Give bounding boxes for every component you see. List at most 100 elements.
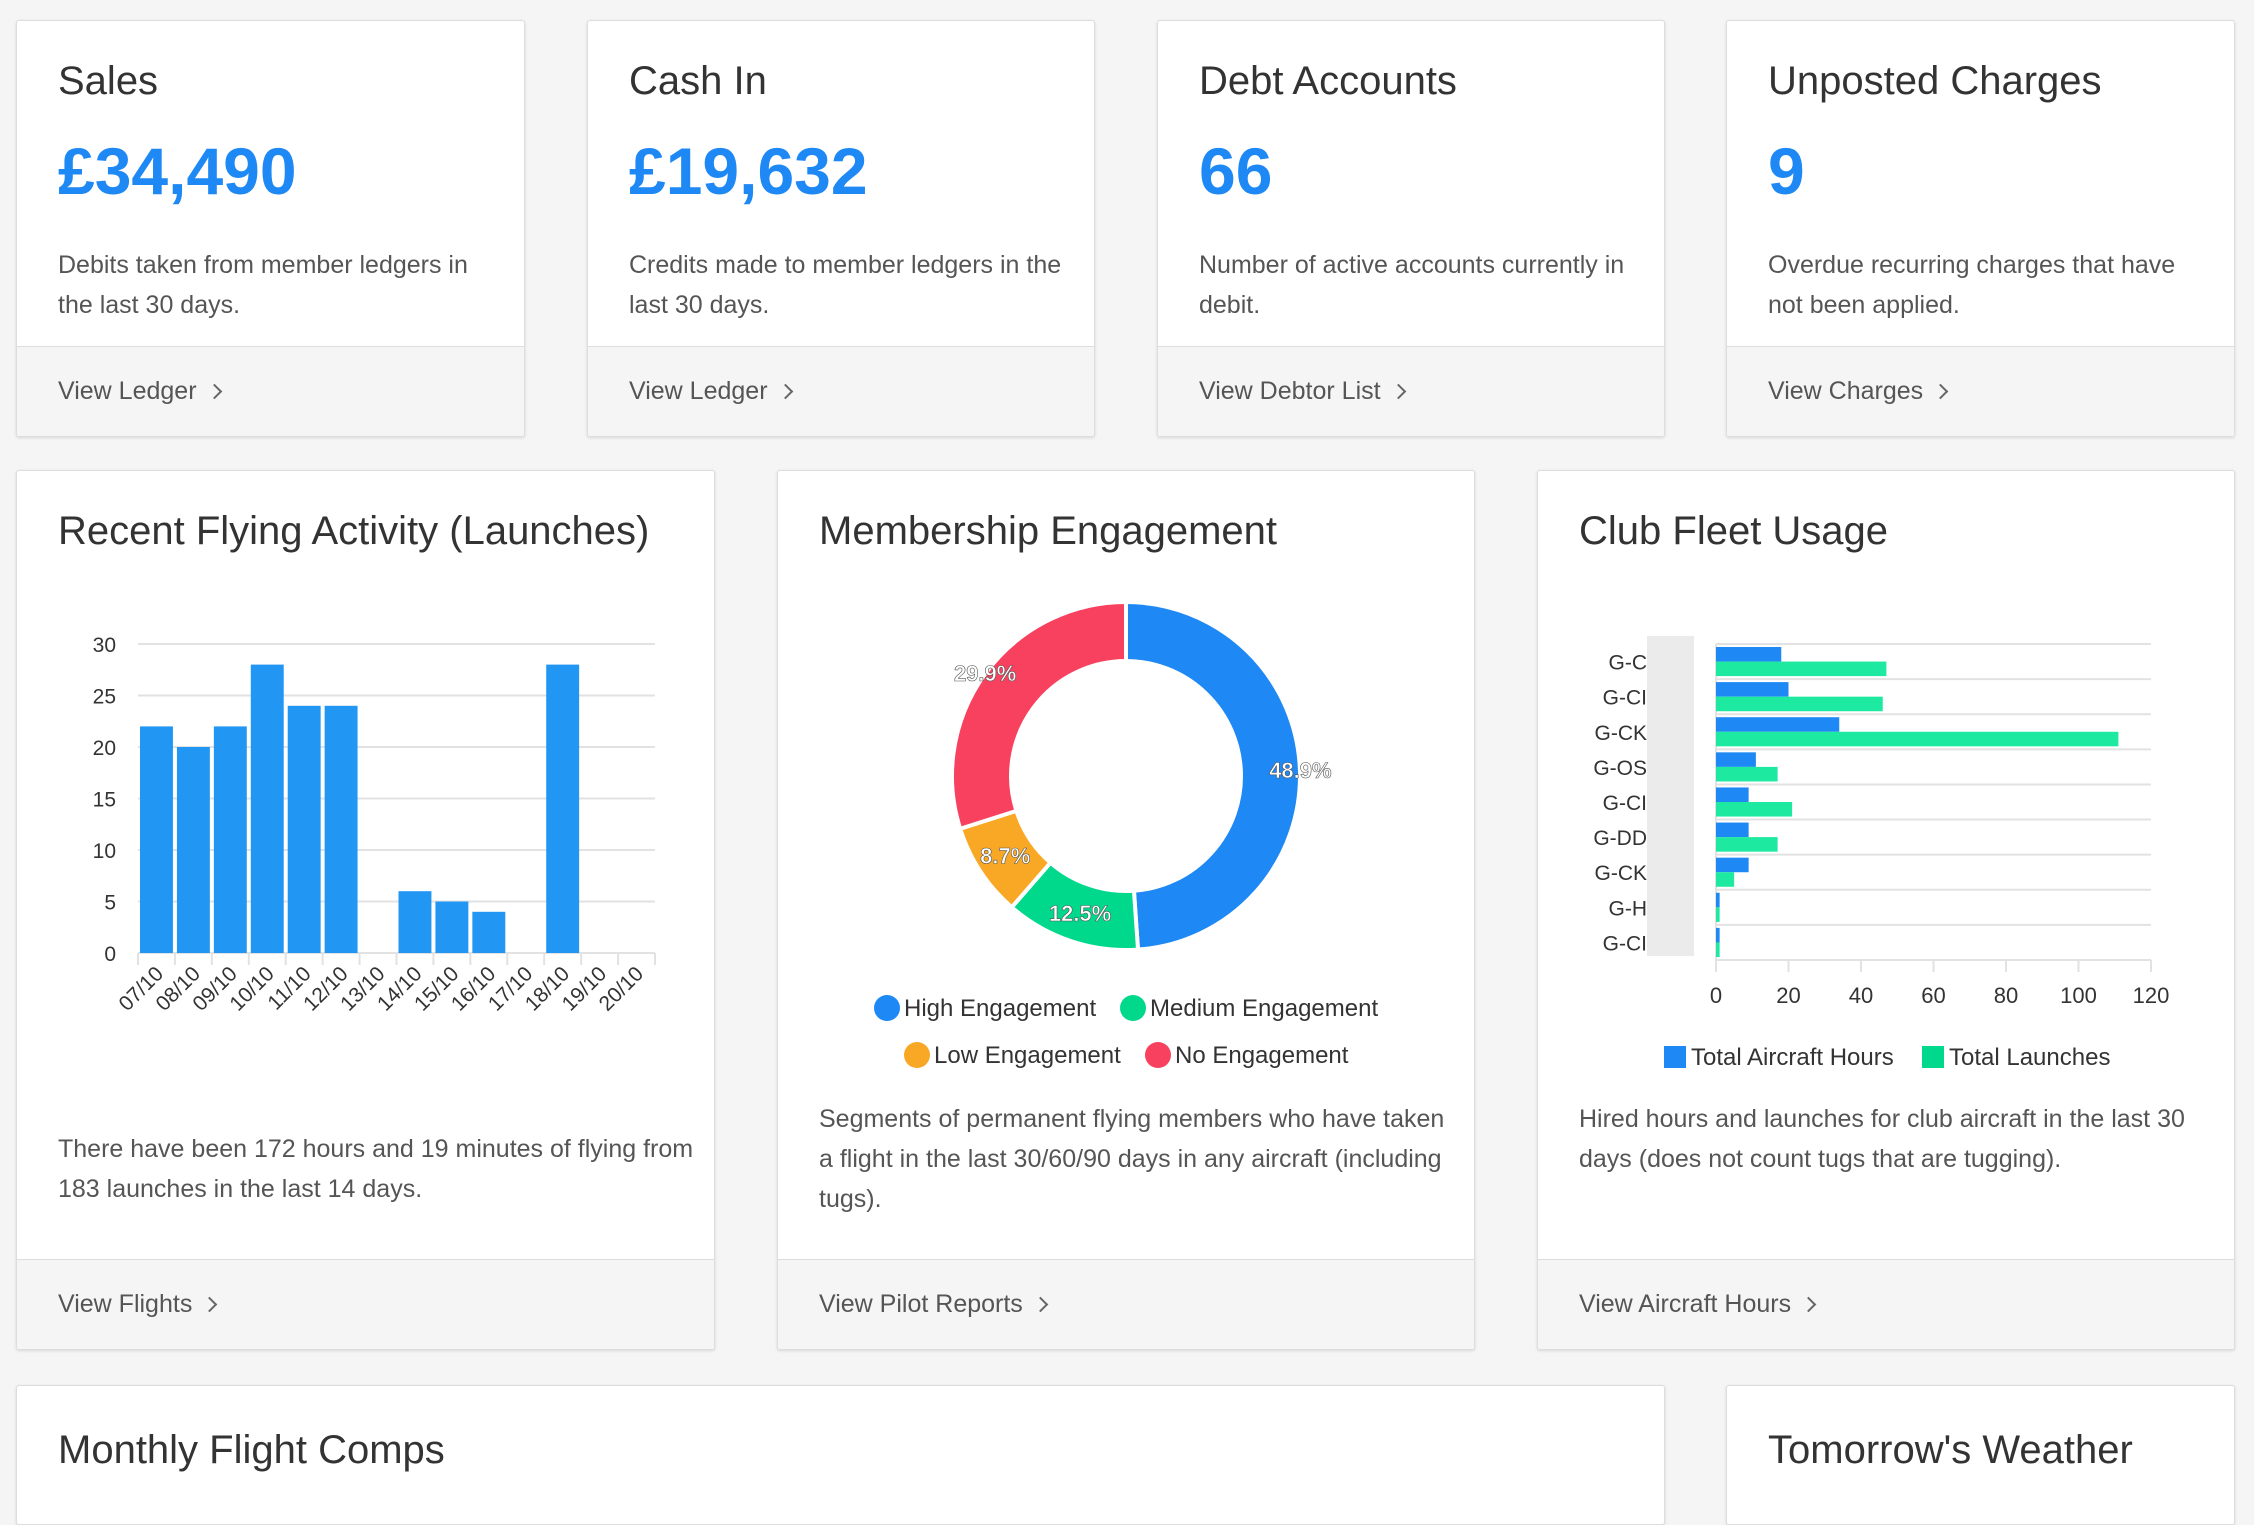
- x-tick-label: 100: [2060, 983, 2097, 1008]
- legend-total-aircraft-hours[interactable]: Total Aircraft Hours: [1664, 1044, 1894, 1072]
- x-tick-label: 40: [1849, 983, 1873, 1008]
- bar-hours: [1716, 927, 1720, 943]
- donut-segment: [1124, 599, 1303, 952]
- card-title: Monthly Flight Comps: [58, 1428, 445, 1472]
- bar: [176, 747, 210, 953]
- chevron-right-icon: [202, 1296, 218, 1313]
- legend-swatch: [1664, 1046, 1686, 1068]
- stat-desc: Credits made to member ledgers in the la…: [629, 251, 1062, 319]
- chevron-right-icon: [777, 383, 793, 400]
- fleet-usage-bar-chart: 0 20 40 60 80 100 120 G-C G-CI G-CK G-OS G-CI G-DD G-…: [1593, 636, 2170, 1008]
- legend-low-engagement[interactable]: Low Engagement: [904, 1042, 1121, 1070]
- stat-card-debt-accounts: Debt Accounts 66 Number of active accoun…: [1157, 20, 1665, 437]
- stat-value: £34,490: [58, 134, 297, 208]
- link-label: View Debtor List: [1199, 377, 1381, 405]
- bar-hours: [1716, 682, 1789, 697]
- bar-launches: [1716, 837, 1778, 852]
- legend-swatch: [874, 995, 900, 1021]
- bar-hours: [1716, 647, 1782, 662]
- bar: [213, 726, 247, 953]
- bar-launches: [1716, 872, 1735, 887]
- stat-desc: Overdue recurring charges that have not …: [1768, 251, 2176, 319]
- legend-total-launches[interactable]: Total Launches: [1922, 1044, 2110, 1072]
- y-tick-label: G-DD: [1593, 827, 1647, 850]
- view-ledger-link[interactable]: View Ledger: [588, 346, 1094, 436]
- link-label: View Pilot Reports: [819, 1290, 1023, 1318]
- engagement-description: Segments of permanent flying members who…: [819, 1105, 1445, 1213]
- x-tick-label: 120: [2133, 983, 2170, 1008]
- fleet-description: Hired hours and launches for club aircra…: [1579, 1105, 2185, 1173]
- legend-high-engagement[interactable]: High Engagement: [874, 995, 1096, 1023]
- x-tick-label: 60: [1921, 983, 1945, 1008]
- card-title: Tomorrow's Weather: [1768, 1428, 2133, 1472]
- bar: [324, 705, 358, 953]
- legend-swatch: [1120, 995, 1146, 1021]
- segment-label: 48.9%: [1269, 758, 1331, 783]
- bar-hours: [1716, 892, 1720, 908]
- y-tick-label: G-C: [1609, 652, 1648, 675]
- bar-launches: [1716, 802, 1793, 817]
- y-tick-label: G-OS: [1593, 757, 1647, 780]
- x-tick-label: 80: [1994, 983, 2018, 1008]
- y-tick-label: G-CK: [1595, 722, 1648, 745]
- stat-card-cash-in: Cash In £19,632 Credits made to member l…: [587, 20, 1095, 437]
- y-tick-label: 15: [93, 789, 116, 812]
- bar-launches: [1716, 661, 1887, 677]
- legend-label: Low Engagement: [934, 1042, 1121, 1069]
- chevron-right-icon: [1390, 383, 1406, 400]
- bar: [250, 664, 284, 953]
- bar: [435, 901, 469, 953]
- bar: [140, 726, 173, 953]
- link-label: View Flights: [58, 1290, 193, 1318]
- view-charges-link[interactable]: View Charges: [1727, 346, 2234, 436]
- link-label: View Ledger: [629, 377, 768, 405]
- bar-launches: [1716, 942, 1720, 957]
- view-pilot-reports-link[interactable]: View Pilot Reports: [778, 1259, 1474, 1349]
- stat-card-unposted-charges: Unposted Charges 9 Overdue recurring cha…: [1726, 20, 2235, 437]
- chevron-right-icon: [1800, 1296, 1817, 1313]
- legend-no-engagement[interactable]: No Engagement: [1145, 1042, 1348, 1070]
- bar-launches: [1716, 766, 1778, 782]
- link-label: View Ledger: [58, 377, 197, 405]
- view-ledger-link[interactable]: View Ledger: [17, 346, 524, 436]
- chevron-right-icon: [206, 383, 222, 400]
- label-overflow-mask: [1647, 636, 1694, 956]
- engagement-donut-chart: 48.9% 12.5% 8.7% 29.9%: [950, 599, 1332, 952]
- segment-label: 29.9%: [954, 661, 1016, 686]
- view-aircraft-hours-link[interactable]: View Aircraft Hours: [1538, 1259, 2234, 1349]
- bar-hours: [1716, 787, 1749, 802]
- legend-swatch: [904, 1042, 930, 1068]
- stat-card-sales: Sales £34,490 Debits taken from member l…: [16, 20, 525, 437]
- legend-swatch: [1922, 1046, 1944, 1068]
- card-title: Recent Flying Activity (Launches): [58, 509, 650, 553]
- y-tick-label: 0: [104, 943, 116, 966]
- bar-launches: [1716, 696, 1883, 712]
- chevron-right-icon: [1032, 1296, 1049, 1313]
- y-tick-label: 5: [104, 892, 116, 915]
- x-tick-label: 20: [1776, 983, 1800, 1008]
- bar: [287, 705, 321, 953]
- bar-hours: [1716, 857, 1749, 873]
- view-flights-link[interactable]: View Flights: [17, 1259, 714, 1349]
- link-label: View Charges: [1768, 377, 1924, 405]
- card-title: Cash In: [629, 59, 767, 103]
- segment-label: 8.7%: [980, 843, 1030, 868]
- fleet-usage-card: Club Fleet Usage 0 20 40 60 80 100 120 G-C G-CI G…: [1537, 470, 2235, 1350]
- stat-desc: Debits taken from member ledgers in the …: [58, 251, 468, 319]
- bar-launches: [1716, 907, 1720, 922]
- y-tick-label: 30: [93, 634, 116, 657]
- bar-hours: [1716, 822, 1749, 838]
- flying-activity-card: Recent Flying Activity (Launches) 0 5 10 15…: [16, 470, 715, 1350]
- legend-label: Total Launches: [1949, 1044, 2111, 1071]
- legend-label: Medium Engagement: [1150, 995, 1379, 1022]
- membership-engagement-card: Membership Engagement 48.9% 12.5% 8.7% 29.9…: [777, 470, 1475, 1350]
- stat-value: £19,632: [629, 134, 868, 208]
- y-tick-label: G-H: [1609, 897, 1648, 920]
- bar-hours: [1716, 752, 1756, 767]
- view-debtor-list-link[interactable]: View Debtor List: [1158, 346, 1664, 436]
- chevron-right-icon: [1932, 383, 1949, 400]
- card-title: Sales: [58, 59, 159, 103]
- launches-bar-chart: 05101520253007/1008/1009/1010/1011/1012/…: [93, 634, 656, 1016]
- card-title: Unposted Charges: [1768, 59, 2102, 103]
- legend-medium-engagement[interactable]: Medium Engagement: [1120, 995, 1378, 1023]
